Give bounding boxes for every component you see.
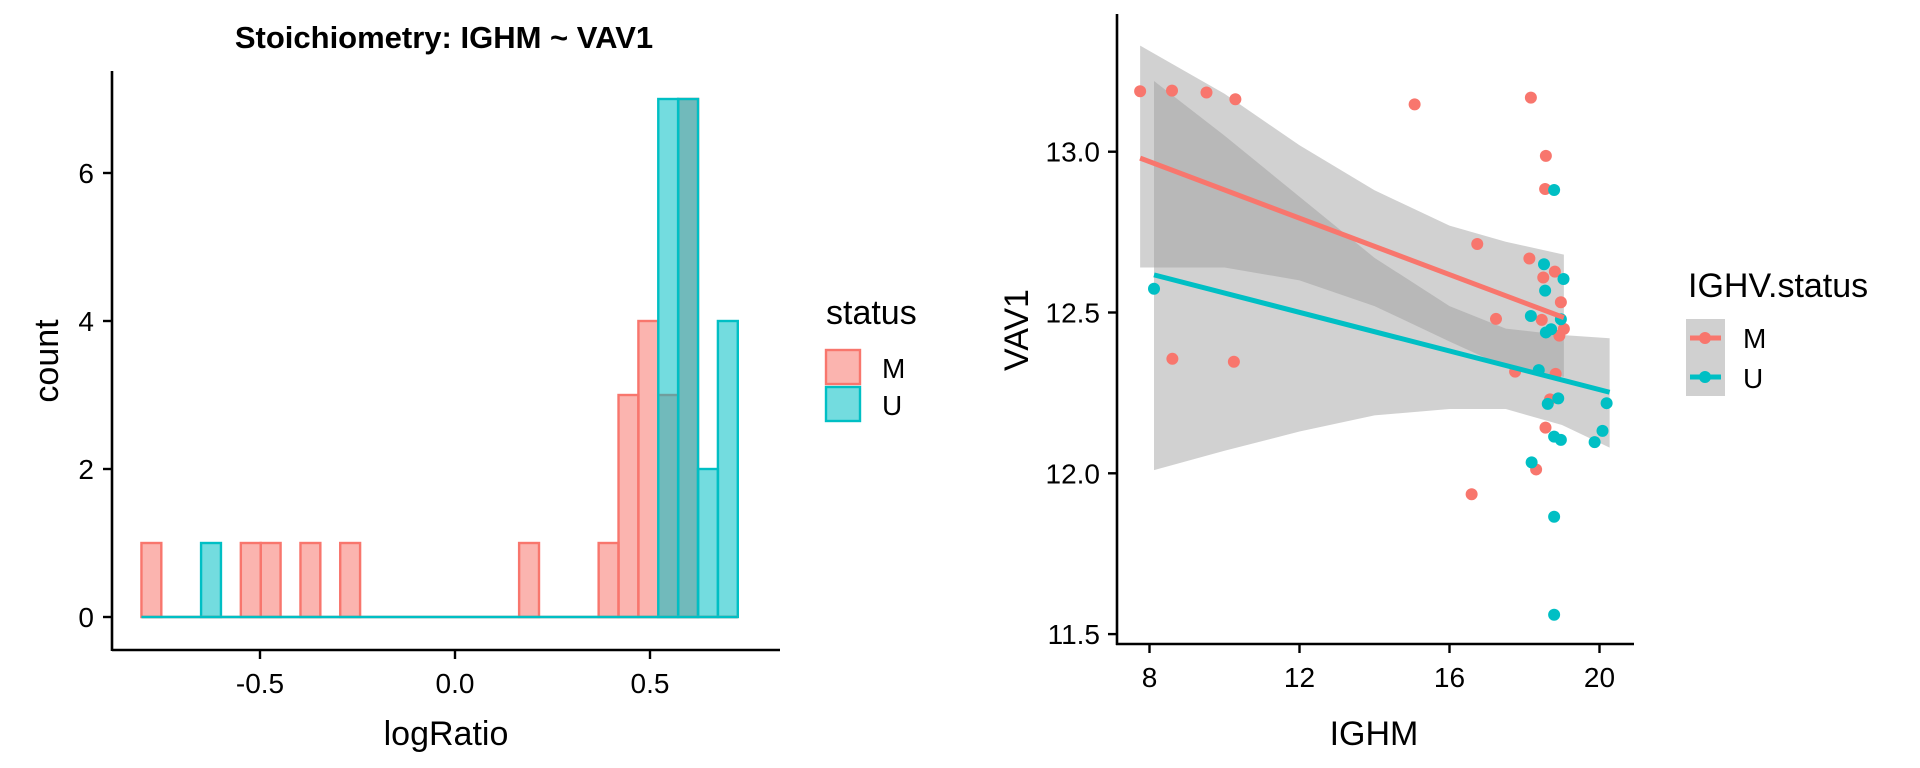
scatter-point-u [1600, 397, 1613, 410]
scatter-point-m [1535, 313, 1548, 326]
histogram-bar-m [617, 393, 640, 619]
scatter-point-m [1539, 183, 1552, 196]
scatter-legend-label-m: M [1743, 323, 1766, 354]
confidence-ribbon-u [1154, 80, 1610, 471]
scatter-point-u [1539, 284, 1552, 297]
histogram-legend-label-u: U [882, 390, 902, 421]
histogram-bar-u [716, 319, 739, 619]
regression-lines [1139, 155, 1611, 395]
scatter-point-m [1471, 237, 1484, 250]
scatter-point-u [1541, 397, 1554, 410]
scatter-y-tick-label: 13.0 [1046, 137, 1101, 168]
scatter-y-tick-label: 12.5 [1046, 298, 1101, 329]
histogram-y-tick-label: 0 [78, 602, 94, 633]
histogram-y-tick-label: 2 [78, 454, 94, 485]
scatter-legend-title: IGHV.status [1688, 267, 1868, 305]
scatter-point-u [1588, 436, 1601, 449]
scatter-point-u [1552, 392, 1565, 405]
confidence-ribbon-m [1140, 45, 1564, 377]
legend-key-u-dot [1699, 371, 1711, 383]
histogram-y-axis-title: count [28, 319, 66, 403]
scatter-point-m [1539, 149, 1552, 162]
legend-key-background [1686, 319, 1725, 396]
scatter-point-m [1548, 265, 1561, 278]
histogram-bar-m [299, 541, 322, 619]
histogram-legend-label-m: M [882, 353, 905, 384]
scatter-y-tick-label: 12.0 [1046, 458, 1101, 489]
scatter-point-u [1539, 326, 1552, 339]
histogram-x-tick-label: 0.5 [631, 668, 670, 699]
legend-key-m [824, 348, 862, 386]
scatter-point-m [1523, 252, 1536, 265]
histogram-bar-u [676, 97, 700, 619]
scatter-x-tick-label: 8 [1142, 662, 1158, 693]
scatter-point-u [1548, 510, 1561, 523]
scatter-point-u [1524, 310, 1537, 323]
histogram-panel: Stoichiometry: IGHM ~ VAV1 -0.5 0.0 0.5 0 2… [28, 20, 917, 753]
histogram-y-ticks: 0 2 4 6 [78, 158, 112, 633]
scatter-point-m [1229, 93, 1242, 106]
scatter-x-ticks: 8 12 16 20 [1142, 644, 1615, 693]
histogram-bar-m [637, 319, 660, 619]
scatter-point-m [1166, 352, 1179, 365]
scatter-point-m [1524, 91, 1537, 104]
scatter-y-tick-label: 11.5 [1048, 619, 1100, 650]
scatter-point-m [1465, 488, 1478, 501]
scatter-point-m [1554, 296, 1567, 309]
histogram-bars [140, 97, 739, 619]
histogram-legend: status M U [824, 294, 917, 423]
scatter-point-m [1166, 84, 1178, 97]
legend-key-m-dot [1699, 332, 1711, 344]
scatter-legend-label-u: U [1743, 363, 1763, 394]
histogram-bar-m [140, 541, 163, 619]
scatter-point-m [1134, 85, 1147, 98]
histogram-x-tick-label: 0.0 [436, 668, 475, 699]
histogram-y-tick-label: 4 [78, 306, 94, 337]
histogram-title: Stoichiometry: IGHM ~ VAV1 [235, 20, 653, 55]
histogram-bar-m [339, 541, 362, 619]
scatter-point-u [1596, 424, 1609, 437]
scatter-panel: 8 12 16 20 11.5 12.0 12.5 13.0 IGHM VAV1 IGHV.… [998, 14, 1868, 753]
scatter-point-m [1408, 98, 1421, 111]
histogram-bar-u [199, 541, 223, 619]
histogram-x-tick-label: -0.5 [236, 668, 284, 699]
scatter-x-axis-title: IGHM [1330, 715, 1419, 753]
regression-line-m [1139, 155, 1565, 320]
scatter-legend: IGHV.status M U [1686, 267, 1868, 396]
histogram-bar-u [657, 97, 680, 619]
histogram-bar-m [597, 541, 620, 619]
scatter-point-u [1538, 258, 1550, 271]
histogram-bar-m [517, 541, 541, 619]
scatter-points [1134, 84, 1613, 621]
scatter-x-tick-label: 12 [1284, 662, 1315, 693]
scatter-y-ticks: 11.5 12.0 12.5 13.0 [1046, 137, 1117, 650]
histogram-y-tick-label: 6 [78, 158, 94, 189]
scatter-point-u [1525, 456, 1538, 469]
histogram-legend-title: status [826, 294, 917, 332]
scatter-y-axis-title: VAV1 [998, 289, 1036, 371]
scatter-point-m [1539, 421, 1552, 434]
scatter-point-u [1148, 282, 1160, 295]
regression-line-u [1153, 272, 1611, 395]
confidence-ribbons [1140, 45, 1610, 471]
scatter-point-m [1490, 312, 1502, 325]
scatter-point-m [1553, 329, 1566, 342]
histogram-bar-m [259, 541, 282, 619]
scatter-point-m [1537, 271, 1550, 284]
histogram-bar-m [239, 541, 262, 619]
histogram-bar-u [696, 467, 720, 619]
histogram-x-axis-title: logRatio [384, 715, 509, 753]
scatter-point-m [1227, 355, 1240, 368]
legend-key-u [824, 385, 862, 423]
scatter-point-m [1200, 86, 1213, 99]
scatter-x-tick-label: 16 [1434, 662, 1465, 693]
scatter-point-u [1554, 433, 1567, 446]
scatter-x-tick-label: 20 [1584, 662, 1615, 693]
scatter-point-u [1557, 273, 1570, 286]
scatter-point-u [1548, 608, 1561, 621]
histogram-x-ticks: -0.5 0.0 0.5 [236, 650, 670, 699]
scatter-point-u [1548, 183, 1561, 196]
